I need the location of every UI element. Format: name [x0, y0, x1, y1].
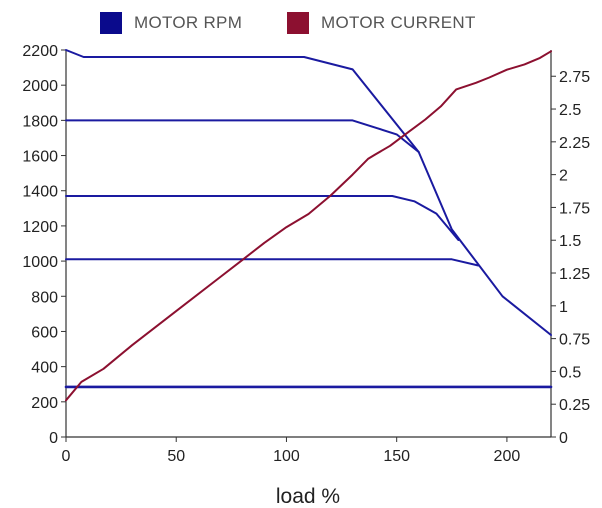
y-right-tick-label: 2.25: [559, 135, 590, 152]
legend-label-rpm: MOTOR RPM: [134, 13, 243, 32]
y-right-tick-label: 0.75: [559, 332, 590, 349]
y-right-tick-label: 1.5: [559, 233, 581, 250]
legend-swatch-current: [287, 12, 309, 34]
legend-swatch-rpm: [100, 12, 122, 34]
legend-item-current: MOTOR CURRENT: [287, 12, 476, 34]
y-left-tick-label: 600: [31, 324, 58, 341]
y-left-tick-label: 2000: [22, 78, 58, 95]
y-right-tick-label: 1: [559, 299, 568, 316]
x-axis-label: load %: [276, 485, 340, 508]
y-right-tick-label: 0: [559, 430, 568, 447]
motor-rpm-series-line-3: [65, 195, 460, 241]
y-left-tick-label: 800: [31, 289, 58, 306]
legend: MOTOR RPM MOTOR CURRENT: [0, 8, 602, 38]
y-left-tick-label: 0: [49, 430, 58, 447]
y-left-tick-label: 1000: [22, 254, 58, 271]
motor-rpm-series-line-4: [65, 258, 480, 267]
y-left-tick-label: 1200: [22, 219, 58, 236]
y-right-tick-label: 0.25: [559, 397, 590, 414]
y-right-tick-label: 2.5: [559, 102, 581, 119]
motor-rpm-series-line-2: [65, 119, 420, 153]
y-right-tick-label: 1.75: [559, 200, 590, 217]
legend-label-current: MOTOR CURRENT: [321, 13, 476, 32]
y-right-tick-label: 1.25: [559, 266, 590, 283]
y-left-tick-label: 200: [31, 395, 58, 412]
y-right-tick-label: 2: [559, 168, 568, 185]
x-tick-label: 200: [494, 448, 521, 465]
y-left-tick-label: 2200: [22, 43, 58, 60]
motor-current-series-line: [65, 50, 552, 402]
legend-item-rpm: MOTOR RPM: [100, 12, 242, 34]
x-tick-label: 0: [62, 448, 71, 465]
x-tick-label: 100: [273, 448, 300, 465]
y-left-tick-label: 1800: [22, 113, 58, 130]
x-tick-label: 50: [167, 448, 185, 465]
motor-rpm-series-line-1: [65, 49, 552, 336]
x-tick-label: 150: [383, 448, 410, 465]
y-right-tick-label: 0.5: [559, 364, 581, 381]
y-left-tick-label: 1400: [22, 184, 58, 201]
y-right-tick-label: 2.75: [559, 69, 590, 86]
y-left-tick-label: 1600: [22, 149, 58, 166]
y-left-tick-label: 400: [31, 360, 58, 377]
